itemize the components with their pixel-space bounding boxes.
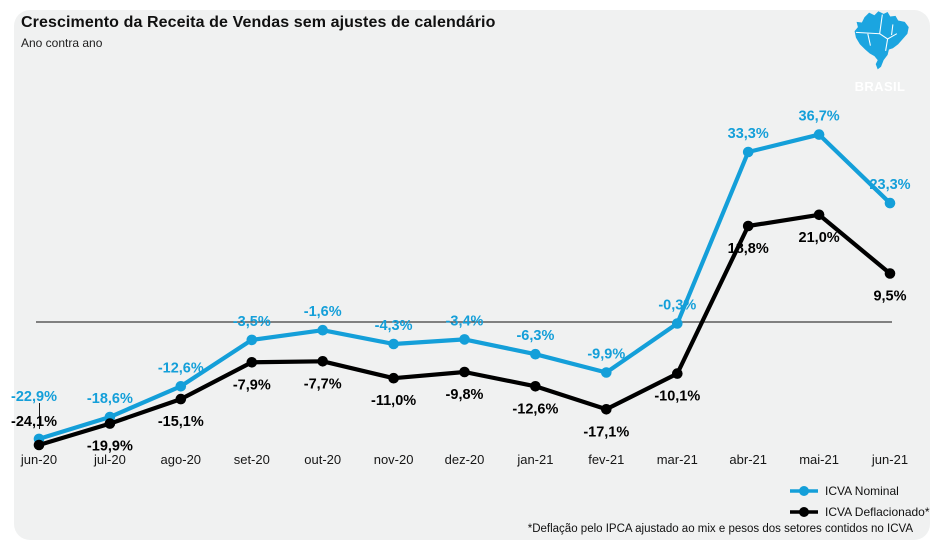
data-point-deflacionado-jul-20 bbox=[104, 418, 116, 429]
data-label-nominal-jun-21: 23,3% bbox=[869, 177, 910, 193]
x-axis-label-mai-21: mai-21 bbox=[799, 452, 839, 467]
data-label-deflacionado-ago-20: -15,1% bbox=[158, 414, 204, 430]
x-axis-label-ago-20: ago-20 bbox=[161, 452, 201, 467]
chart-panel bbox=[14, 10, 930, 540]
x-axis-label-mar-21: mar-21 bbox=[657, 452, 698, 467]
data-label-nominal-mai-21: 36,7% bbox=[799, 109, 840, 125]
data-point-deflacionado-mai-21 bbox=[813, 209, 825, 221]
x-axis-label-out-20: out-20 bbox=[304, 452, 341, 467]
data-point-deflacionado-fev-21 bbox=[601, 404, 612, 415]
brazil-map-shape bbox=[854, 11, 909, 70]
data-label-nominal-jun-20: -22,9% bbox=[11, 389, 57, 405]
data-point-nominal-jun-21 bbox=[884, 197, 896, 209]
x-axis-label-nov-20: nov-20 bbox=[374, 452, 414, 467]
data-point-deflacionado-dez-20 bbox=[459, 366, 470, 378]
data-label-nominal-jan-21: -6,3% bbox=[516, 328, 554, 344]
data-point-nominal-mai-21 bbox=[813, 129, 825, 140]
data-point-deflacionado-jan-21 bbox=[530, 381, 541, 392]
legend-marker-nominal-icon bbox=[790, 486, 818, 496]
data-label-deflacionado-jun-20: -24,1% bbox=[11, 414, 57, 430]
data-point-deflacionado-abr-21 bbox=[742, 220, 754, 232]
data-label-deflacionado-dez-20: -9,8% bbox=[446, 387, 484, 403]
data-point-deflacionado-out-20 bbox=[317, 356, 329, 367]
data-label-nominal-mar-21: -0,3% bbox=[658, 298, 696, 314]
x-axis-label-fev-21: fev-21 bbox=[588, 452, 624, 467]
x-axis-label-jan-21: jan-21 bbox=[516, 452, 553, 467]
brazil-state-borders bbox=[855, 14, 898, 51]
x-axis-label-jul-20: jul-20 bbox=[93, 452, 126, 467]
data-point-deflacionado-jun-21 bbox=[884, 268, 896, 279]
data-label-nominal-dez-20: -3,4% bbox=[446, 313, 484, 329]
region-badge-button[interactable]: BRASIL bbox=[854, 78, 906, 94]
data-label-nominal-jul-20: -18,6% bbox=[87, 391, 133, 407]
data-label-deflacionado-abr-21: 18,8% bbox=[728, 241, 769, 257]
data-point-deflacionado-jun-20 bbox=[33, 439, 45, 451]
data-label-deflacionado-mai-21: 21,0% bbox=[799, 230, 840, 246]
page-subtitle: Ano contra ano bbox=[21, 36, 103, 50]
legend-marker-deflacionado-icon bbox=[790, 507, 818, 517]
data-point-nominal-mar-21 bbox=[672, 318, 683, 329]
x-axis-label-jun-20: jun-20 bbox=[20, 452, 57, 467]
data-point-nominal-abr-21 bbox=[742, 146, 754, 158]
data-point-deflacionado-mar-21 bbox=[672, 368, 683, 379]
data-label-deflacionado-jan-21: -12,6% bbox=[512, 401, 558, 417]
data-label-nominal-out-20: -1,6% bbox=[304, 304, 342, 320]
data-label-nominal-nov-20: -4,3% bbox=[375, 318, 413, 334]
data-label-deflacionado-set-20: -7,9% bbox=[233, 377, 271, 393]
data-label-deflacionado-out-20: -7,7% bbox=[304, 376, 342, 392]
data-label-nominal-fev-21: -9,9% bbox=[587, 347, 625, 363]
legend-label-deflacionado: ICVA Deflacionado* bbox=[825, 505, 930, 519]
data-label-deflacionado-mar-21: -10,1% bbox=[654, 389, 700, 405]
page-title: Crescimento da Receita de Vendas sem aju… bbox=[21, 14, 496, 31]
data-label-deflacionado-fev-21: -17,1% bbox=[583, 424, 629, 440]
data-label-nominal-set-20: -3,5% bbox=[233, 314, 271, 330]
data-point-nominal-set-20 bbox=[246, 334, 258, 346]
data-label-nominal-ago-20: -12,6% bbox=[158, 360, 204, 376]
brazil-map-icon bbox=[854, 11, 909, 70]
x-axis-label-abr-21: abr-21 bbox=[729, 452, 767, 467]
data-label-deflacionado-nov-20: -11,0% bbox=[371, 393, 416, 409]
deflation-footnote: *Deflação pelo IPCA ajustado ao mix e pe… bbox=[527, 523, 913, 535]
data-point-nominal-nov-20 bbox=[388, 338, 399, 350]
data-point-nominal-jan-21 bbox=[530, 348, 541, 360]
legend-item-nominal: ICVA Nominal bbox=[790, 483, 930, 499]
data-point-nominal-dez-20 bbox=[459, 334, 470, 345]
data-point-deflacionado-ago-20 bbox=[175, 393, 187, 405]
x-axis-label-set-20: set-20 bbox=[234, 452, 270, 467]
data-label-nominal-abr-21: 33,3% bbox=[728, 126, 769, 142]
data-point-nominal-ago-20 bbox=[175, 381, 187, 392]
legend-item-deflacionado: ICVA Deflacionado* bbox=[790, 504, 930, 520]
legend-label-nominal: ICVA Nominal bbox=[825, 484, 899, 498]
data-point-deflacionado-set-20 bbox=[246, 357, 258, 368]
data-label-deflacionado-jul-20: -19,9% bbox=[87, 439, 133, 455]
x-axis-label-jun-21: jun-21 bbox=[871, 452, 908, 467]
data-point-nominal-out-20 bbox=[317, 324, 329, 336]
chart-legend: ICVA Nominal ICVA Deflacionado* bbox=[790, 483, 930, 520]
x-axis-label-dez-20: dez-20 bbox=[445, 452, 485, 467]
data-label-deflacionado-jun-21: 9,5% bbox=[873, 289, 906, 305]
data-point-nominal-fev-21 bbox=[601, 367, 612, 378]
data-point-deflacionado-nov-20 bbox=[388, 372, 399, 384]
